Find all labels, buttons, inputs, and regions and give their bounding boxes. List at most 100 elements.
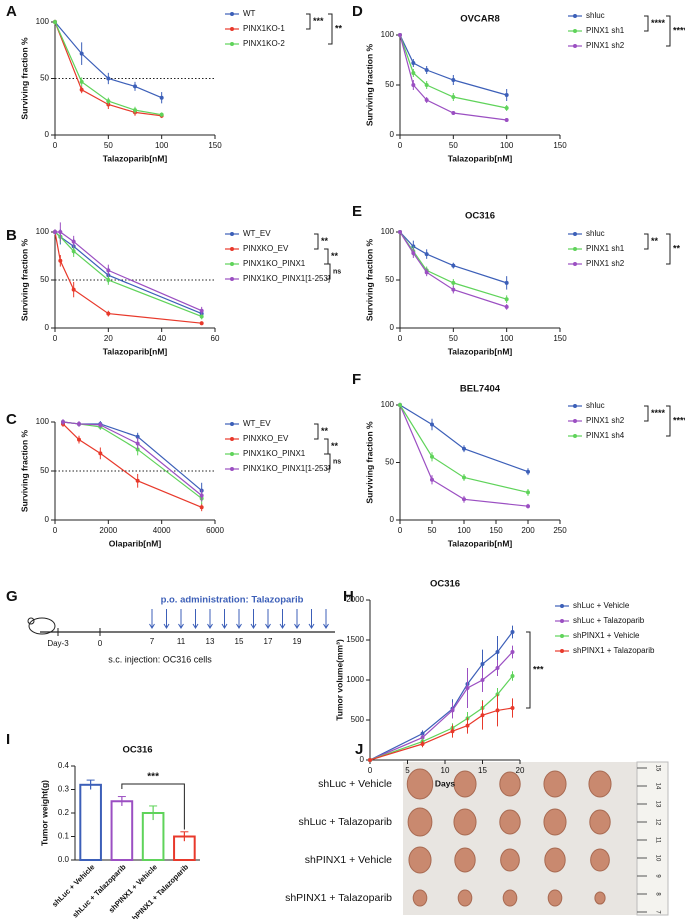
panel-letter: D bbox=[352, 3, 363, 20]
legend-marker bbox=[230, 422, 234, 426]
y-axis-label: Surviving fraction % bbox=[364, 43, 374, 126]
data-point bbox=[424, 98, 429, 102]
significance-bracket bbox=[644, 15, 649, 32]
x-axis-label: Talazoparib[nM] bbox=[103, 153, 168, 163]
tumor bbox=[499, 809, 521, 835]
tumor bbox=[408, 846, 432, 874]
data-point bbox=[504, 93, 509, 97]
chart-title: OC316 bbox=[122, 745, 152, 756]
legend-marker bbox=[230, 437, 234, 441]
data-point bbox=[135, 478, 140, 483]
legend-label: PINXKO_EV bbox=[243, 434, 289, 443]
dosing-arrow bbox=[207, 609, 213, 629]
legend-marker bbox=[573, 29, 577, 33]
ruler-label: 14 bbox=[654, 783, 660, 790]
series-line bbox=[54, 231, 202, 324]
legend-marker bbox=[230, 262, 234, 266]
data-point bbox=[98, 451, 103, 456]
y-tick-label: 50 bbox=[40, 74, 49, 83]
series-line bbox=[369, 651, 513, 761]
significance-label: ns bbox=[333, 268, 341, 275]
data-point bbox=[462, 475, 466, 480]
series-line bbox=[399, 404, 529, 493]
data-point bbox=[510, 630, 515, 634]
y-tick-label: 0.2 bbox=[58, 808, 70, 817]
data-point bbox=[79, 79, 84, 84]
significance-bracket bbox=[328, 13, 333, 45]
y-tick-label: 0 bbox=[390, 130, 395, 139]
data-point bbox=[106, 268, 111, 273]
dosing-arrow bbox=[265, 609, 271, 629]
dosing-arrow bbox=[236, 609, 242, 629]
legend-label: PINX1KO_PINX1 bbox=[243, 259, 306, 268]
dosing-arrow bbox=[192, 609, 199, 629]
data-point bbox=[480, 678, 485, 682]
y-tick-label: 500 bbox=[351, 715, 365, 724]
data-point bbox=[71, 249, 76, 254]
x-axis-label: Talazoparib[nM] bbox=[103, 346, 168, 356]
y-tick-label: 1000 bbox=[346, 675, 364, 684]
x-tick-label: 50 bbox=[428, 526, 437, 535]
legend-label: WT_EV bbox=[243, 229, 271, 238]
y-tick-label: 100 bbox=[381, 400, 395, 409]
data-point bbox=[199, 314, 204, 319]
significance-label: *** bbox=[533, 664, 544, 674]
ruler-label: 13 bbox=[654, 801, 660, 808]
series-line bbox=[399, 34, 507, 96]
series-line bbox=[62, 421, 203, 499]
data-point bbox=[53, 230, 57, 234]
y-tick-label: 0 bbox=[45, 515, 50, 524]
data-point bbox=[420, 735, 425, 740]
significance-label: *** bbox=[147, 772, 159, 783]
data-point bbox=[106, 99, 111, 104]
y-tick-label: 0 bbox=[45, 323, 50, 332]
significance-label: ** bbox=[321, 236, 329, 246]
legend-label: PINX1 sh4 bbox=[586, 431, 625, 440]
day-label: 13 bbox=[206, 637, 215, 646]
bar bbox=[110, 800, 134, 861]
data-point bbox=[79, 87, 84, 92]
series-line bbox=[55, 231, 202, 312]
significance-bracket bbox=[324, 438, 329, 455]
significance-label: ** bbox=[651, 236, 659, 246]
legend-label: PINX1 sh2 bbox=[586, 416, 625, 425]
x-tick-label: 4000 bbox=[153, 526, 171, 535]
y-tick-label: 100 bbox=[36, 17, 50, 26]
significance-label: *** bbox=[313, 16, 324, 26]
data-point bbox=[106, 76, 111, 81]
injection-label: s.c. injection: OC316 cells bbox=[108, 654, 212, 664]
legend-label: PINX1KO_PINX1[1-253] bbox=[243, 274, 330, 283]
ruler bbox=[636, 761, 669, 916]
data-point bbox=[504, 280, 509, 285]
dosing-arrow bbox=[163, 609, 170, 629]
x-axis-label: Talazoparib[nM] bbox=[448, 346, 513, 356]
y-axis-label: Tumor volume(mm³) bbox=[334, 639, 344, 721]
y-tick-label: 1500 bbox=[346, 635, 364, 644]
series-line bbox=[62, 421, 203, 496]
legend-marker bbox=[560, 649, 564, 653]
legend-label: PINX1 sh1 bbox=[586, 26, 625, 35]
ruler-label: 7 bbox=[654, 910, 660, 914]
y-tick-label: 100 bbox=[381, 227, 395, 236]
series-line bbox=[54, 21, 162, 99]
tumor bbox=[407, 807, 433, 837]
y-axis-label: Surviving fraction % bbox=[19, 238, 29, 321]
legend-marker bbox=[230, 12, 234, 16]
tumor bbox=[457, 889, 473, 907]
dosing-arrow bbox=[149, 609, 155, 629]
data-point bbox=[98, 422, 103, 427]
x-tick-label: 250 bbox=[553, 526, 567, 535]
data-point bbox=[462, 446, 466, 451]
legend-label: PINX1KO_PINX1 bbox=[243, 449, 306, 458]
tumor bbox=[500, 848, 520, 872]
significance-bracket bbox=[324, 248, 329, 265]
data-point bbox=[77, 437, 81, 442]
x-tick-label: 0 bbox=[398, 526, 403, 535]
data-point bbox=[465, 723, 470, 728]
photo-background bbox=[403, 762, 668, 915]
x-tick-label: 200 bbox=[521, 526, 535, 535]
series-line bbox=[62, 421, 203, 492]
tumor bbox=[453, 770, 477, 798]
data-point bbox=[368, 758, 372, 762]
x-tick-label: 150 bbox=[489, 526, 503, 535]
